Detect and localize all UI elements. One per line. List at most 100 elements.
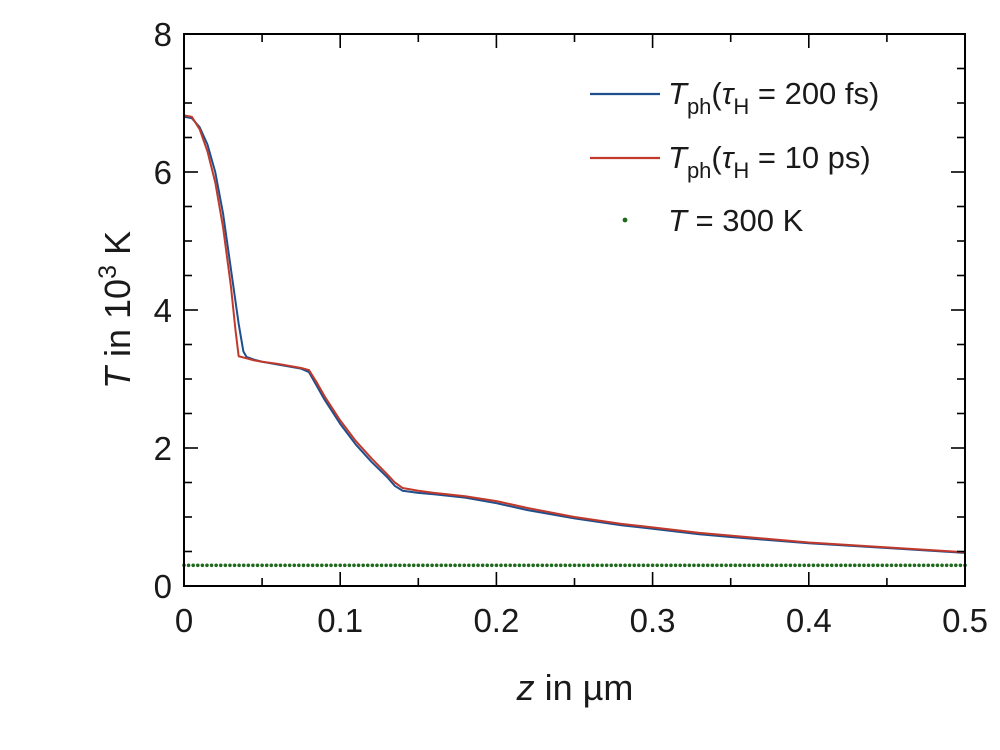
series-300k-point	[485, 563, 490, 568]
series-300k-point	[549, 563, 554, 568]
series-300k-point	[784, 563, 788, 568]
series-300k-point	[517, 563, 522, 568]
legend-entry-300k: T = 300 K	[622, 203, 804, 238]
series-300k-point	[218, 563, 223, 568]
series-300k-point	[609, 563, 614, 568]
series-300k-point	[287, 563, 292, 568]
series-300k-point	[425, 563, 430, 568]
series-300k-point	[742, 563, 747, 568]
series-300k-point	[444, 563, 448, 568]
series-300k-point	[871, 563, 875, 568]
series-300k-point	[558, 563, 563, 568]
series-300k-point	[421, 563, 425, 568]
series-300k-point	[931, 563, 935, 568]
series-300k-point	[595, 563, 600, 568]
series-300k-point	[719, 563, 724, 568]
series-300k-point	[701, 563, 705, 568]
series-300k-point	[728, 563, 733, 568]
series-300k-point	[623, 563, 627, 568]
series-300k-point	[692, 563, 696, 568]
series-300k-point	[274, 563, 278, 568]
series-300k-point	[949, 563, 954, 568]
series-300k-point	[540, 563, 545, 568]
x-tick-label: 0	[175, 602, 193, 639]
series-300k-point	[848, 563, 852, 568]
series-300k-point	[264, 563, 269, 568]
series-300k-point	[375, 563, 379, 568]
series-300k-point	[356, 563, 361, 568]
series-300k-point	[333, 563, 338, 568]
series-300k-point	[457, 563, 462, 568]
series-300k-point	[329, 563, 333, 568]
series-300k-point	[209, 563, 214, 568]
series-300k-point	[586, 563, 591, 568]
series-300k-point	[370, 563, 375, 568]
series-300k-point	[655, 563, 659, 568]
series-300k-point	[875, 563, 880, 568]
x-axis-label: z in µm	[516, 667, 634, 708]
series-300k-point	[283, 563, 287, 568]
series-300k-point	[508, 563, 512, 568]
x-tick-label: 0.3	[630, 602, 676, 639]
series-line-10ps	[183, 114, 966, 554]
series-300k-point	[825, 563, 829, 568]
series-300k-point	[958, 563, 963, 568]
legend: Tph(τH = 200 fs) Tph(τH = 10 ps) T = 300…	[590, 76, 879, 238]
series-300k-point	[361, 563, 365, 568]
series-300k-point	[365, 563, 370, 568]
series-300k-point	[439, 563, 444, 568]
series-300k-point	[269, 563, 274, 568]
series-300k-point	[462, 563, 467, 568]
series-line-200fs	[183, 115, 966, 554]
series-300k-point	[522, 563, 526, 568]
series-300k-point	[682, 563, 687, 568]
series-300k-point	[935, 563, 940, 568]
series-300k-point	[297, 563, 301, 568]
series-300k-point	[710, 563, 715, 568]
series-300k-point	[807, 563, 811, 568]
series-300k-point	[251, 563, 255, 568]
series-300k-point	[761, 563, 765, 568]
series-300k-point	[352, 563, 356, 568]
x-tick-labels: 0 0.1 0.2 0.3 0.4 0.5	[175, 602, 988, 639]
series-300k-point	[724, 563, 728, 568]
series-300k-point	[839, 563, 843, 568]
series-300k-point	[673, 563, 678, 568]
series-300k-point	[411, 563, 416, 568]
series-300k-point	[572, 563, 577, 568]
series-300k-point	[852, 563, 857, 568]
series-300k-point	[650, 563, 655, 568]
series-300k-point	[430, 563, 434, 568]
series-300k-point	[338, 563, 343, 568]
series-300k-point	[678, 563, 682, 568]
series-300k-point	[499, 563, 503, 568]
series-300k-point	[885, 563, 889, 568]
series-300k-point	[223, 563, 228, 568]
series-300k-point	[747, 563, 751, 568]
series-300k-point	[306, 563, 310, 568]
series-300k-point	[347, 563, 352, 568]
series-300k-point	[903, 563, 908, 568]
legend-entry-200fs: Tph(τH = 200 fs)	[590, 76, 879, 119]
series-300k-point	[820, 563, 825, 568]
series-300k-point	[834, 563, 839, 568]
series-300k-point	[503, 563, 508, 568]
series-300k-point	[315, 563, 320, 568]
series-300k-point	[696, 563, 701, 568]
legend-label-200fs: Tph(τH = 200 fs)	[668, 76, 879, 119]
series-300k-point	[751, 563, 756, 568]
series-300k-point	[715, 563, 719, 568]
series-300k-point	[320, 563, 324, 568]
series-300k-point	[770, 563, 774, 568]
series-300k-point	[687, 563, 692, 568]
series-300k-point	[467, 563, 471, 568]
series-300k-point	[600, 563, 604, 568]
x-tick-label: 0.4	[786, 602, 832, 639]
x-tick-label: 0.5	[942, 602, 988, 639]
series-300k-point	[255, 563, 260, 568]
series-300k-point	[866, 563, 871, 568]
series-300k-point	[940, 563, 944, 568]
series-300k-point	[756, 563, 761, 568]
series-300k-point	[917, 563, 921, 568]
